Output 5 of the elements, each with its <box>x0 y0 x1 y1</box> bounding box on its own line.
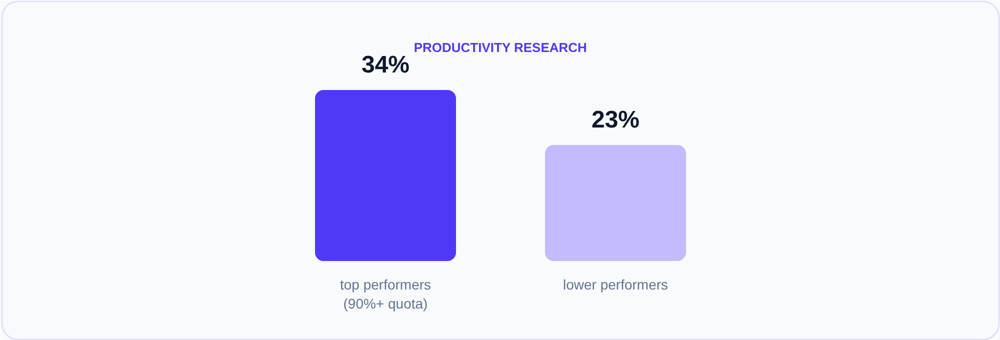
x-tick-label: top performers (90%+ quota) <box>340 276 432 312</box>
data-label: 34% <box>361 52 410 78</box>
chart-title: PRODUCTIVITY RESEARCH <box>414 40 587 55</box>
data-label: 23% <box>591 106 640 134</box>
x-tick-label: lower performers <box>562 276 668 292</box>
